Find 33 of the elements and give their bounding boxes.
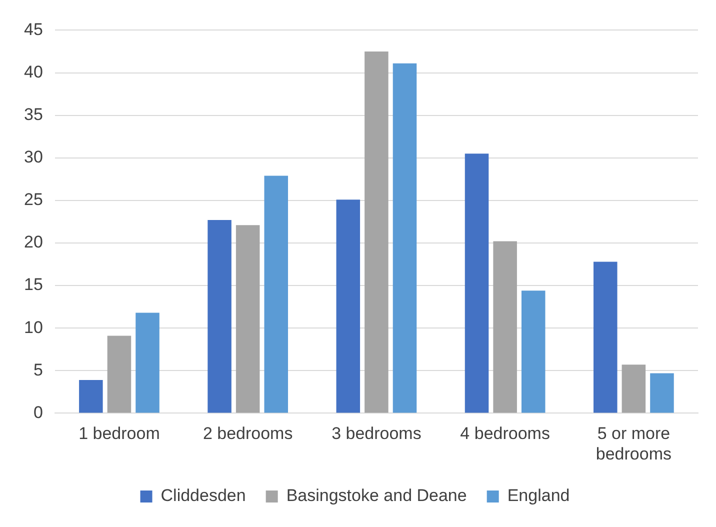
x-tick-label: 5 or more bedrooms [596, 424, 672, 464]
bar [493, 241, 517, 413]
bar [650, 373, 674, 413]
y-tick-label: 20 [24, 232, 43, 252]
y-tick-label: 30 [24, 148, 43, 167]
bar [464, 154, 489, 413]
bar [208, 220, 232, 413]
y-tick-label: 0 [33, 402, 43, 422]
y-tick-label: 40 [24, 62, 43, 82]
y-tick-label: 5 [33, 360, 43, 380]
legend-label: Basingstoke and Deane [286, 486, 467, 506]
y-tick-label: 35 [24, 105, 43, 124]
bar [236, 225, 260, 413]
bar [594, 262, 618, 413]
bar [521, 290, 546, 413]
x-tick-label: 4 bedrooms [460, 424, 550, 444]
legend-label: England [507, 486, 570, 506]
bar [336, 200, 360, 413]
bar [79, 380, 103, 413]
y-tick-label: 15 [24, 275, 43, 294]
bar [136, 312, 160, 413]
y-tick-label: 10 [24, 318, 43, 337]
bar [622, 364, 646, 413]
bar [364, 51, 388, 413]
bar [107, 336, 132, 413]
bar [392, 63, 417, 413]
x-tick-label: 3 bedrooms [332, 424, 422, 444]
y-tick-label: 45 [24, 20, 43, 39]
y-tick-label: 25 [24, 190, 43, 210]
legend-label: Cliddesden [160, 486, 246, 506]
x-tick-label: 1 bedroom [78, 424, 160, 444]
x-tick-label: 2 bedrooms [202, 424, 293, 444]
bar [264, 176, 288, 413]
